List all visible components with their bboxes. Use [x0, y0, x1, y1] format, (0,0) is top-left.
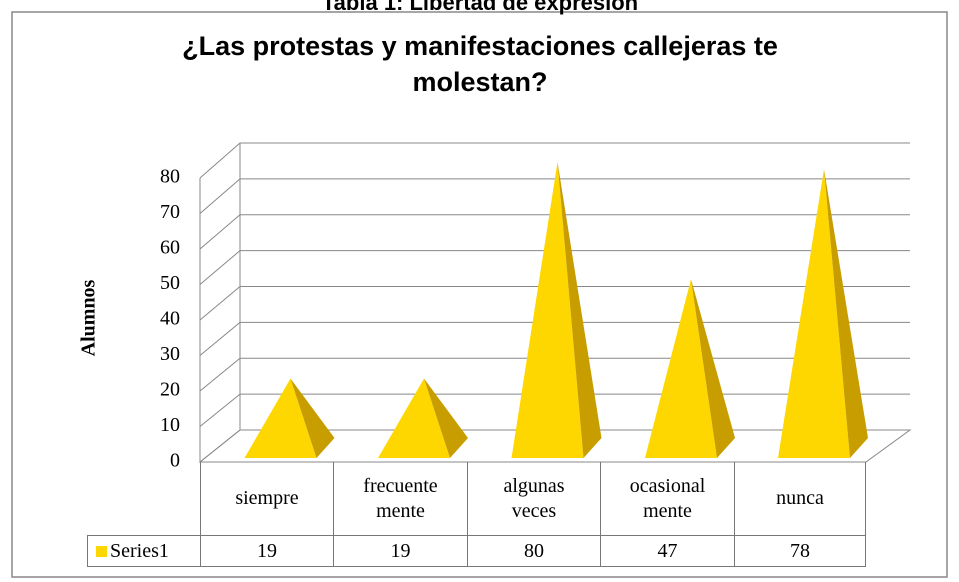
- value-cell: 19: [200, 535, 333, 567]
- y-tick-label: 20: [160, 379, 180, 401]
- bar-front: [378, 378, 450, 458]
- category-label: nunca: [776, 487, 824, 509]
- chart-title: ¿Las protestas y manifestaciones calleje…: [182, 31, 778, 97]
- chart-frame: [11, 11, 948, 578]
- grid-line: [199, 286, 910, 321]
- y-tick-label: 80: [160, 166, 180, 188]
- legend-cell: Series1: [87, 535, 200, 567]
- bar: [378, 378, 468, 458]
- category-label: ocasional mente: [629, 474, 706, 522]
- y-tick-label: 70: [160, 201, 180, 223]
- bar: [645, 279, 735, 458]
- bar-side: [557, 162, 602, 458]
- bar-side: [824, 169, 868, 458]
- y-tick-label: 50: [160, 272, 180, 294]
- bar-side: [691, 279, 735, 458]
- y-axis-label: Alumnos: [78, 279, 100, 356]
- bar: [778, 169, 868, 458]
- grid-line: [199, 250, 910, 285]
- bar-side: [290, 378, 335, 458]
- category-cell: siempre: [200, 462, 333, 535]
- grid-line: [199, 178, 910, 214]
- y-tick-label: 40: [160, 308, 180, 330]
- bar-front: [511, 162, 584, 458]
- bar-front: [778, 169, 850, 458]
- value-cell: 80: [467, 535, 600, 567]
- grid-line: [199, 142, 910, 179]
- category-cell: algunas veces: [467, 462, 600, 535]
- legend-swatch: [96, 545, 107, 557]
- y-tick-label: 10: [160, 414, 180, 436]
- category-label: siempre: [235, 487, 299, 509]
- y-tick-label: 0: [170, 450, 180, 472]
- category-label: algunas veces: [503, 474, 565, 522]
- y-tick-label: 60: [160, 237, 180, 259]
- value-cell: 78: [734, 535, 866, 567]
- bar-front: [645, 279, 717, 458]
- bar: [244, 378, 335, 458]
- bar-side: [424, 378, 468, 458]
- bar-front: [244, 378, 317, 458]
- category-cell: ocasional mente: [600, 462, 734, 535]
- value-cell: 47: [600, 535, 734, 567]
- category-label: frecuente mente: [363, 474, 438, 522]
- category-cell: nunca: [734, 462, 866, 535]
- category-cell: frecuente mente: [333, 462, 467, 535]
- grid-line: [199, 214, 910, 250]
- value-cell: 19: [333, 535, 467, 567]
- legend-label: Series1: [110, 539, 169, 562]
- y-tick-label: 30: [160, 343, 180, 365]
- title-box: ¿Las protestas y manifestaciones calleje…: [182, 31, 778, 97]
- caption: Tabla 1: Libertad de expresión: [322, 0, 638, 15]
- bar: [511, 162, 602, 458]
